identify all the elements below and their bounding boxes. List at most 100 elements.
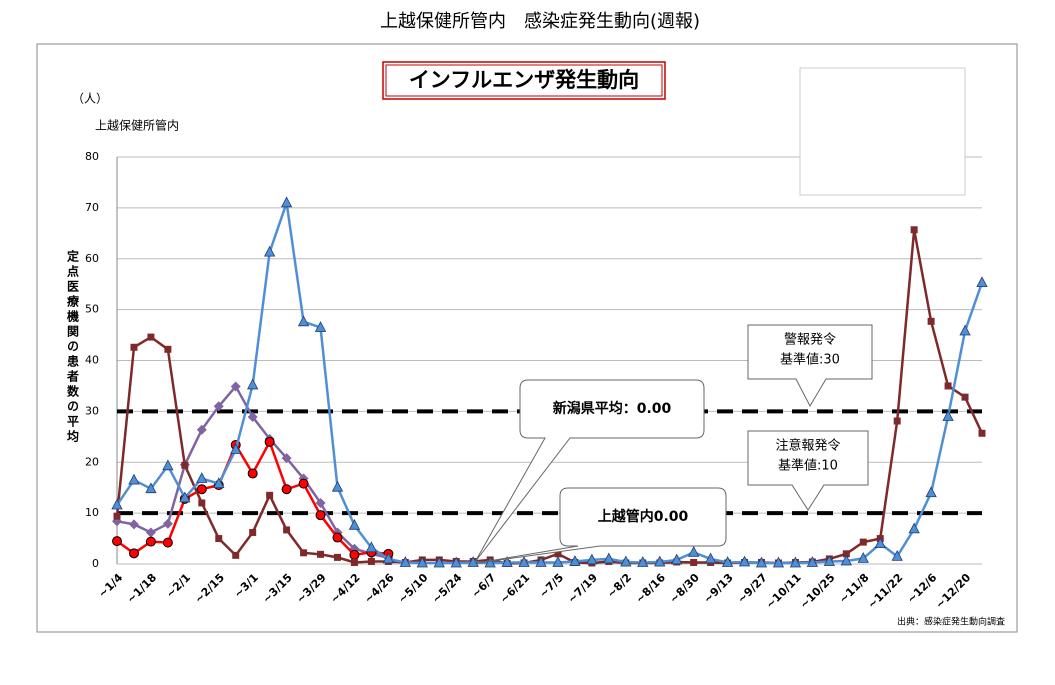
source: 出典：感染症発生動向調査 — [897, 616, 1005, 628]
y-tick-label: 70 — [85, 201, 99, 214]
marker — [111, 498, 123, 510]
marker — [145, 536, 156, 547]
marker — [112, 536, 122, 547]
x-tick-label: ~10/11 — [763, 571, 803, 611]
marker — [399, 556, 411, 567]
marker — [145, 482, 157, 494]
marker — [280, 196, 293, 208]
marker — [281, 484, 292, 495]
marker — [145, 527, 156, 538]
marker — [688, 545, 700, 557]
marker — [179, 491, 191, 503]
marker — [789, 556, 802, 568]
marker — [147, 333, 155, 341]
marker — [128, 473, 140, 485]
marker — [976, 276, 988, 288]
marker — [840, 554, 852, 566]
page-title: 上越保健所管内 感染症発生動向(週報) — [380, 11, 700, 32]
marker — [484, 556, 496, 568]
marker — [433, 556, 445, 568]
chart-frame — [36, 43, 1018, 633]
marker — [859, 538, 867, 546]
area-label: 上越保健所管内 — [95, 118, 179, 133]
series-line — [115, 229, 984, 565]
marker — [978, 429, 986, 437]
x-tick-label: ~1/18 — [124, 571, 159, 606]
marker — [721, 556, 734, 567]
marker — [365, 541, 378, 553]
warning-callout — [747, 324, 873, 408]
marker — [263, 245, 276, 257]
marker — [215, 535, 223, 543]
marker — [213, 401, 224, 412]
marker — [332, 532, 343, 543]
marker — [961, 393, 969, 401]
marker — [128, 519, 139, 530]
x-tick-label: ~2/1 — [164, 571, 193, 600]
advisory-callout — [747, 430, 869, 511]
marker — [842, 550, 850, 558]
marker — [297, 315, 310, 327]
y-axis-label: 定点医療機関の患者数の平均 — [66, 249, 80, 445]
marker — [927, 317, 935, 325]
marker — [944, 382, 952, 390]
title-box — [382, 61, 666, 100]
marker — [806, 556, 819, 567]
y-tick-label: 80 — [85, 150, 99, 163]
marker — [249, 528, 257, 536]
marker — [603, 552, 615, 564]
marker — [266, 491, 274, 499]
marker — [196, 472, 208, 483]
marker — [535, 556, 547, 567]
x-tick-label: ~2/15 — [192, 571, 227, 606]
marker — [738, 555, 751, 567]
marker — [162, 518, 173, 529]
marker — [382, 552, 395, 564]
x-tick-label: ~1/4 — [96, 571, 126, 601]
marker — [690, 558, 698, 566]
marker — [162, 537, 173, 548]
marker — [637, 556, 649, 567]
marker — [164, 345, 172, 353]
marker — [857, 552, 869, 563]
legend — [799, 67, 966, 196]
x-tick-label: ~7/19 — [565, 571, 600, 606]
marker — [315, 497, 326, 508]
marker — [959, 324, 971, 336]
marker — [554, 550, 562, 558]
series-line — [116, 438, 389, 557]
y-tick-label: 40 — [85, 354, 99, 367]
x-tick-label: ~8/30 — [667, 571, 702, 606]
marker — [298, 478, 309, 489]
marker — [925, 486, 937, 498]
marker — [450, 556, 462, 568]
x-tick-label: ~3/15 — [260, 571, 295, 606]
x-tick-label: ~3/29 — [294, 571, 329, 606]
marker — [942, 410, 954, 421]
marker — [569, 555, 581, 566]
x-tick-label: ~4/12 — [328, 571, 363, 606]
x-tick-label: ~6/7 — [469, 571, 498, 600]
marker — [247, 468, 258, 479]
annotation: 警報発令 — [784, 332, 836, 348]
marker — [314, 321, 327, 332]
x-tick-label: ~6/21 — [498, 571, 533, 606]
marker — [823, 555, 836, 566]
x-tick-label: ~9/13 — [701, 571, 736, 606]
y-tick-label: 30 — [85, 404, 99, 417]
niigata-callout — [474, 379, 705, 563]
annotation: 注意報発令 — [775, 438, 840, 454]
x-tick-label: ~8/16 — [633, 571, 668, 606]
marker — [247, 411, 258, 422]
annotation: 上越管内0.00 — [598, 508, 689, 525]
marker — [230, 381, 241, 392]
annotation: 基準値:10 — [778, 458, 838, 474]
marker — [704, 552, 717, 564]
y-tick-label: 50 — [85, 303, 99, 316]
marker — [113, 512, 121, 520]
marker — [755, 556, 768, 568]
y-tick-label: 60 — [85, 252, 99, 265]
x-tick-label: ~4/26 — [362, 571, 397, 606]
x-tick-label: ~7/5 — [537, 571, 566, 600]
marker — [349, 549, 360, 560]
